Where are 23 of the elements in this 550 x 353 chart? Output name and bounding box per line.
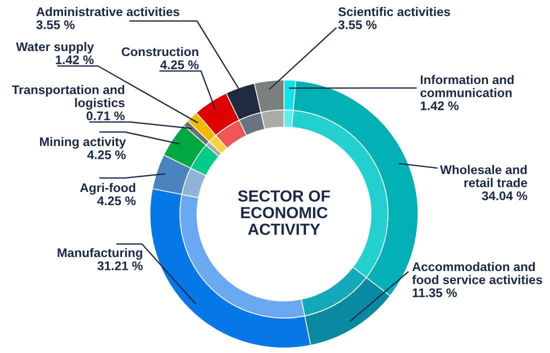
text: 1.42 % (56, 55, 94, 64)
text: 11.35 % (412, 288, 457, 298)
slice-label: Information and communication (420, 75, 514, 98)
slice-label: Construction (122, 47, 198, 56)
slice-label: Transportation and logistics (12, 85, 124, 110)
slice-label: Mining activity (40, 137, 126, 149)
text: 3.55 % (338, 20, 377, 30)
text: 4.25 % (97, 196, 136, 206)
slice-label: Wholesale and retail trade (440, 165, 528, 188)
text: 3.55 % (36, 20, 75, 30)
text: 31.21 % (97, 261, 143, 270)
text: SECTOR OF ECONOMIC ACTIVITY (238, 190, 330, 235)
slice-label: Scientific activities (338, 7, 450, 16)
text: 4.25 % (160, 60, 199, 70)
text: 1.42 % (420, 101, 459, 110)
text: 4.25 % (87, 150, 126, 160)
text: 0.71 % (86, 111, 125, 120)
text: 34.04 % (482, 191, 528, 200)
slice-label: Manufacturing (58, 248, 142, 260)
slice-label: Water supply (16, 42, 94, 54)
slice-label: Accommodation and food service activities (412, 262, 542, 284)
slice-label: Agri-food (80, 183, 136, 195)
slice-label: Administrative activities (36, 7, 180, 16)
